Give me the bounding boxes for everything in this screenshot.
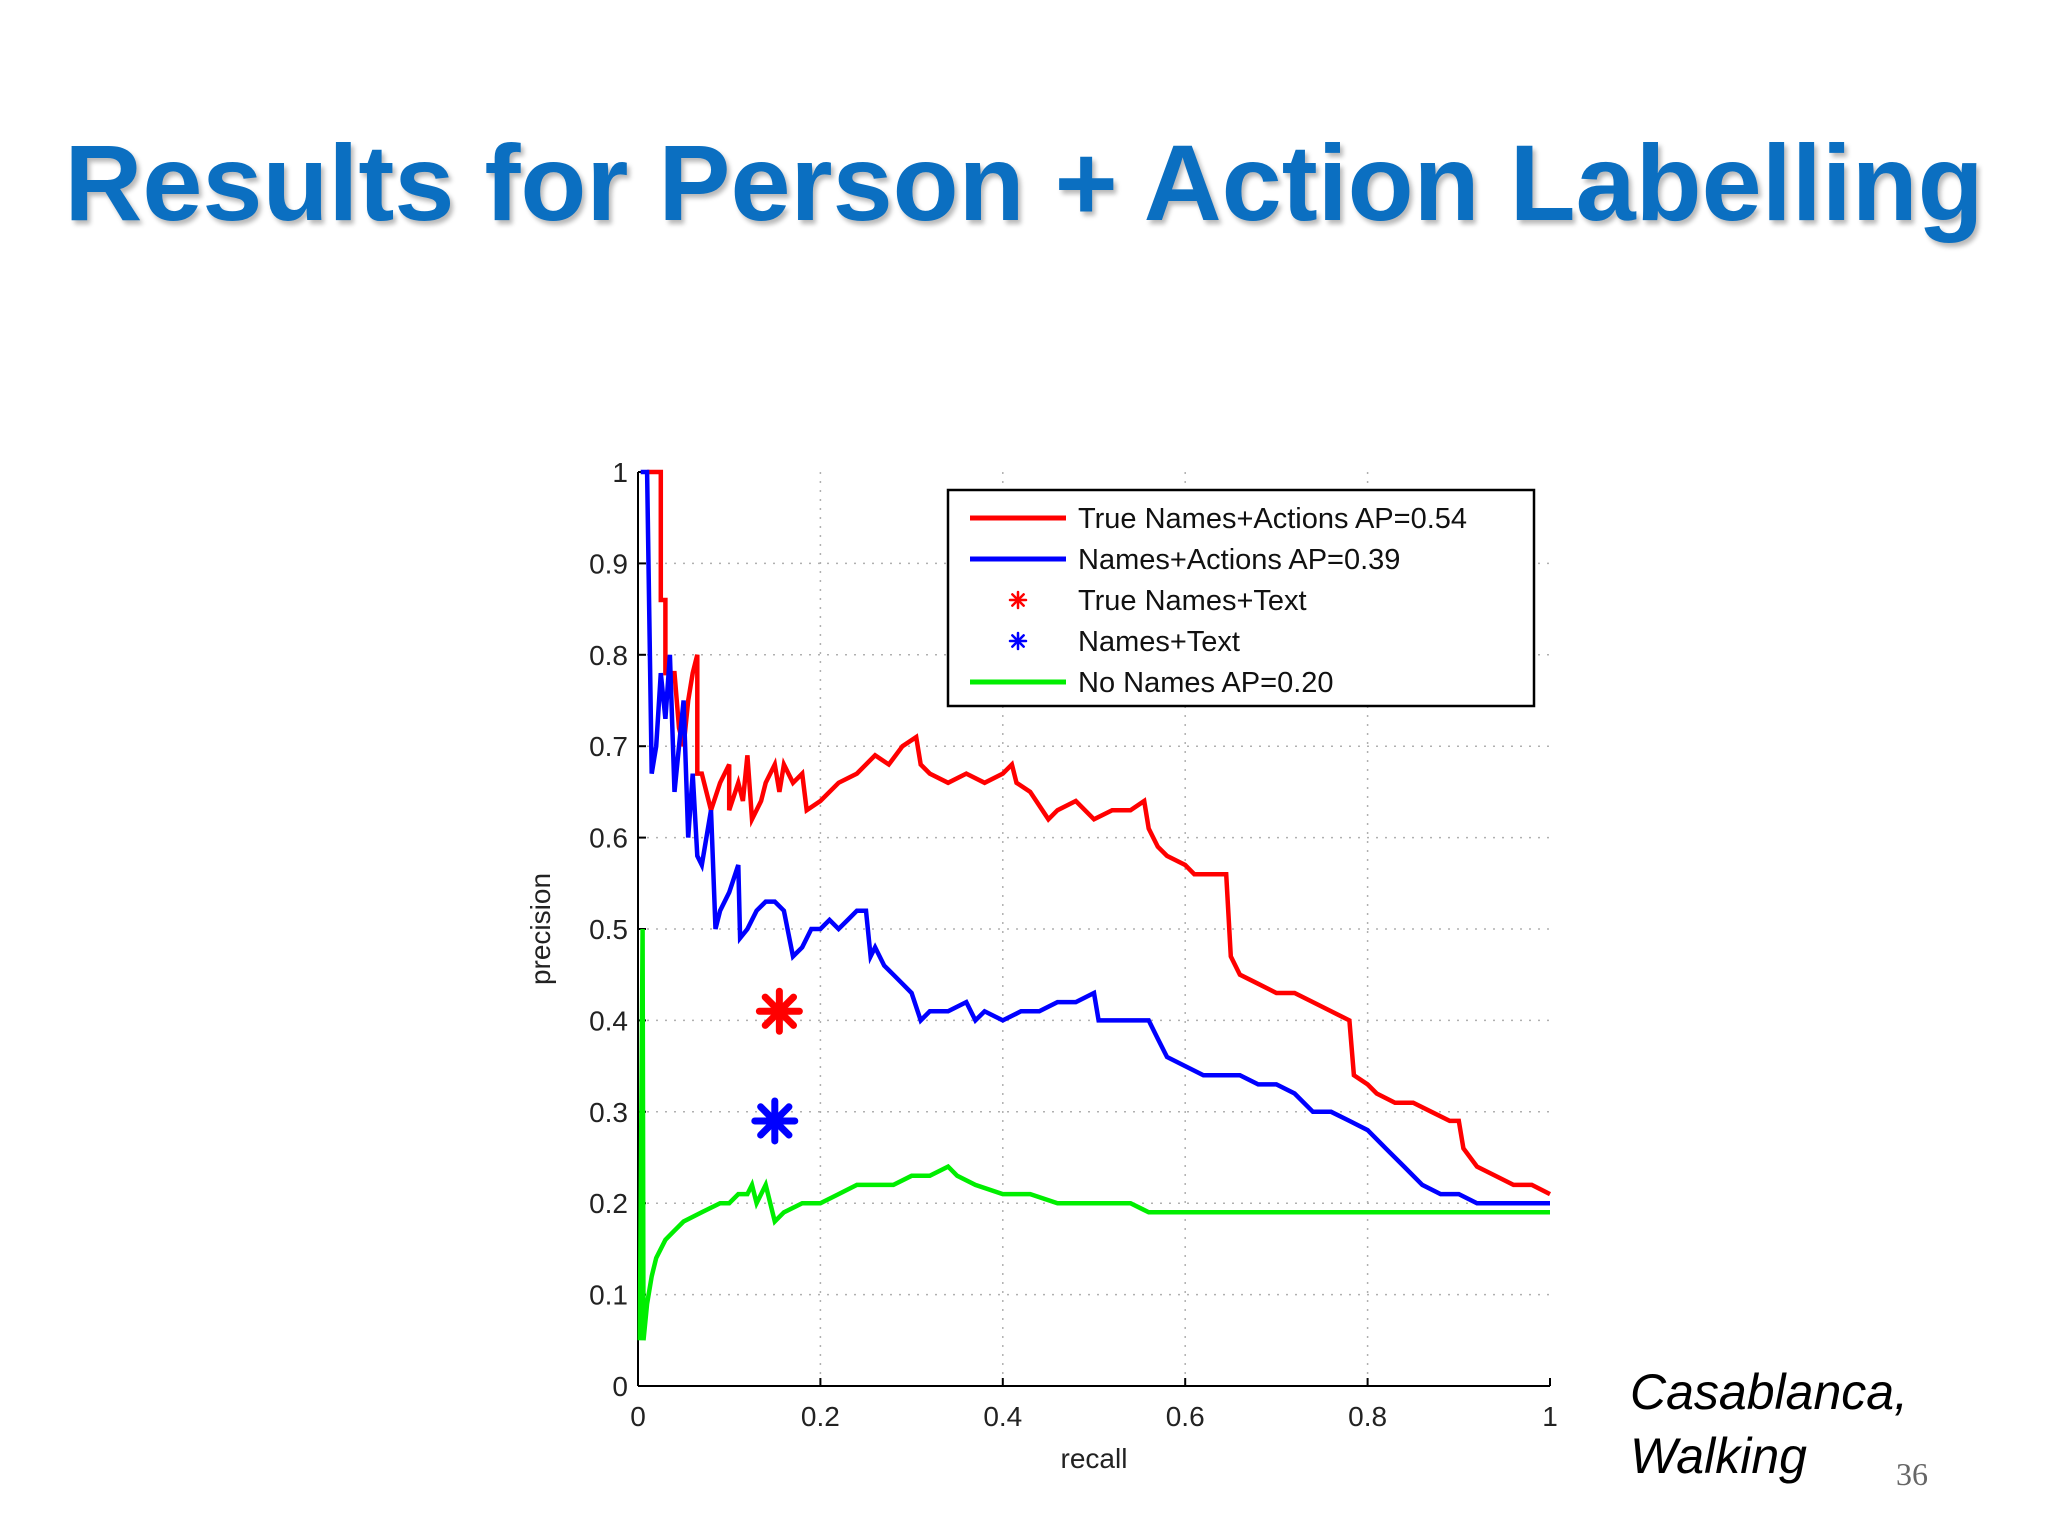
caption-line-1: Casablanca,: [1630, 1364, 1908, 1420]
y-tick-label: 0.2: [589, 1188, 628, 1219]
x-axis-label: recall: [1061, 1443, 1128, 1474]
y-tick-label: 0: [612, 1371, 628, 1402]
y-tick-label: 0.6: [589, 823, 628, 854]
x-tick-label: 0.8: [1348, 1401, 1387, 1432]
series-line-4: [637, 928, 1550, 1341]
x-tick-label: 0: [630, 1401, 646, 1432]
x-tick-label: 0.6: [1166, 1401, 1205, 1432]
slide-title: Results for Person + Action Labelling: [64, 122, 1984, 243]
legend-entry: True Names+Actions AP=0.54: [1078, 503, 1467, 535]
legend-entry: Names+Text: [1078, 626, 1240, 658]
legend-entry: True Names+Text: [1078, 585, 1307, 617]
series-line-1: [640, 469, 1550, 1206]
legend-entry: Names+Actions AP=0.39: [1078, 544, 1400, 576]
caption: Casablanca, Walking: [1630, 1360, 1908, 1488]
legend: True Names+Actions AP=0.54 Names+Actions …: [946, 488, 1536, 708]
legend-swatch: [1008, 590, 1028, 610]
page-number: 36: [1896, 1456, 1928, 1492]
y-tick-label: 0.4: [589, 1005, 628, 1036]
legend-box: [946, 488, 1536, 708]
caption-line-2: Walking: [1630, 1428, 1807, 1484]
x-tick-label: 0.2: [801, 1401, 840, 1432]
y-tick-label: 0.1: [589, 1280, 628, 1311]
series-layer: [637, 469, 1552, 1341]
legend-entry: No Names AP=0.20: [1078, 667, 1334, 699]
series-marker-2: [755, 987, 803, 1035]
x-tick-label: 0.4: [983, 1401, 1022, 1432]
series-line-0: [647, 469, 1552, 1197]
y-tick-label: 0.3: [589, 1097, 628, 1128]
legend-swatch: [1008, 631, 1028, 651]
y-tick-label: 1: [612, 457, 628, 488]
x-tick-label: 1: [1542, 1401, 1558, 1432]
y-tick-label: 0.7: [589, 731, 628, 762]
y-tick-label: 0.5: [589, 914, 628, 945]
y-tick-label: 0.8: [589, 640, 628, 671]
series-marker-3: [751, 1097, 799, 1145]
axes-layer: 0 0.2 0.4 0.6 0.8 1 0 0.1 0.2 0.3 0.4 0.5 0.6 0.7 0.8 0…: [525, 457, 1558, 1474]
y-tick-label: 0.9: [589, 548, 628, 579]
y-axis-label: precision: [525, 873, 556, 985]
